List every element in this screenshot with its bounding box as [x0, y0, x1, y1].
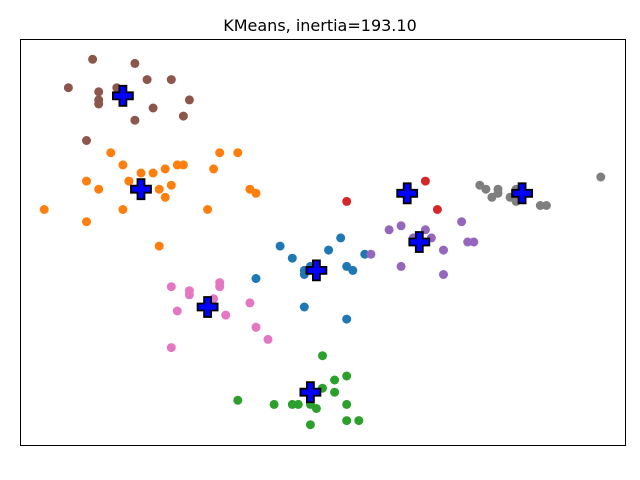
centroid-plus-marker	[511, 182, 533, 205]
data-point	[396, 261, 406, 271]
data-point	[106, 148, 116, 158]
data-point	[130, 58, 140, 68]
data-point	[178, 111, 188, 121]
data-point	[148, 168, 158, 178]
data-point	[342, 371, 352, 381]
centroid-plus-marker	[408, 231, 431, 253]
data-point	[275, 241, 285, 251]
data-point	[287, 253, 297, 263]
data-point	[118, 205, 128, 214]
data-point	[160, 164, 170, 174]
data-point	[172, 160, 182, 170]
data-point	[94, 184, 104, 194]
data-point	[342, 314, 352, 324]
data-point	[154, 241, 164, 251]
plot-area-frame	[20, 39, 626, 446]
data-point	[348, 265, 358, 275]
data-point	[245, 298, 255, 308]
data-point	[184, 95, 194, 105]
cluster-centroids	[112, 84, 533, 404]
data-point	[299, 302, 309, 312]
centroid-plus-marker	[112, 84, 134, 107]
cluster-series-6	[166, 278, 273, 353]
data-point	[305, 420, 315, 430]
data-point	[330, 375, 340, 385]
data-point	[457, 217, 467, 227]
cluster-series-2	[233, 351, 364, 430]
centroid-plus-marker	[305, 259, 328, 282]
chart-title: KMeans, inertia=193.10	[223, 16, 417, 35]
data-point	[311, 404, 321, 413]
data-point	[94, 99, 104, 109]
data-point	[209, 164, 219, 174]
data-point	[136, 168, 146, 178]
data-point	[166, 75, 176, 85]
data-point	[124, 176, 134, 186]
data-point	[88, 54, 98, 64]
data-point	[481, 184, 491, 194]
data-point	[154, 184, 164, 194]
cluster-series-3	[342, 176, 442, 214]
data-point	[82, 217, 91, 227]
data-point	[439, 270, 448, 279]
data-point	[432, 205, 442, 214]
data-point	[166, 180, 176, 190]
cluster-series-1	[39, 148, 261, 251]
data-point	[94, 87, 104, 97]
data-point	[342, 416, 352, 426]
data-point	[336, 233, 346, 243]
data-point	[251, 274, 261, 283]
data-point	[318, 351, 327, 361]
data-point	[233, 395, 243, 405]
data-point	[251, 322, 261, 332]
data-point	[439, 245, 448, 255]
data-point	[396, 221, 406, 231]
data-point	[221, 310, 231, 320]
centroid-plus-marker	[396, 182, 419, 205]
data-point	[118, 160, 128, 170]
data-point	[63, 83, 73, 93]
data-point	[263, 334, 273, 344]
data-point	[203, 205, 213, 214]
data-point	[596, 172, 606, 182]
data-point	[130, 115, 140, 125]
data-point	[342, 196, 352, 206]
data-point	[172, 306, 182, 316]
data-point	[160, 192, 170, 202]
data-point	[330, 387, 340, 397]
data-point	[142, 75, 152, 85]
data-point	[148, 103, 158, 113]
centroid-plus-marker	[130, 178, 152, 201]
data-point	[82, 176, 91, 186]
centroid-plus-marker	[299, 381, 322, 404]
data-point	[166, 282, 176, 292]
cluster-series-5	[63, 54, 194, 145]
centroid-plus-marker	[196, 296, 219, 318]
data-point	[166, 343, 176, 353]
data-point	[82, 136, 91, 145]
data-point	[366, 249, 376, 259]
data-point	[39, 205, 49, 214]
data-point	[354, 416, 364, 426]
data-point	[269, 399, 279, 409]
data-point	[287, 399, 297, 409]
data-point	[233, 148, 243, 158]
data-point	[384, 225, 394, 235]
data-point	[420, 176, 430, 186]
data-point	[251, 188, 261, 198]
data-point	[324, 245, 334, 255]
data-point	[541, 201, 551, 210]
data-point	[469, 237, 479, 247]
data-point	[487, 192, 497, 202]
data-point	[184, 290, 194, 300]
data-point	[342, 399, 352, 409]
data-point	[215, 148, 225, 158]
data-point	[215, 282, 225, 292]
